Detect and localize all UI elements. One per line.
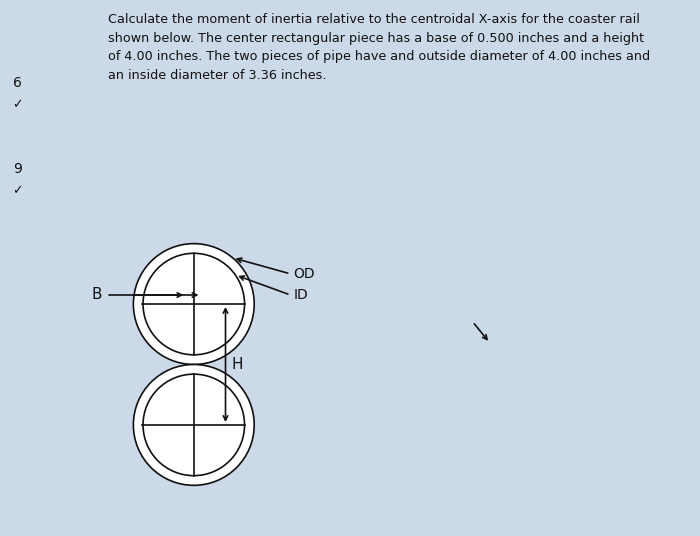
Text: 6: 6 xyxy=(13,76,22,90)
Text: OD: OD xyxy=(293,267,315,281)
Text: ✓: ✓ xyxy=(13,184,22,197)
Text: 9: 9 xyxy=(13,162,22,176)
Text: H: H xyxy=(232,357,243,372)
Bar xyxy=(186,304,202,425)
Text: Calculate the moment of inertia relative to the centroidal X-axis for the coaste: Calculate the moment of inertia relative… xyxy=(108,13,650,82)
Circle shape xyxy=(134,364,254,485)
Text: ✓: ✓ xyxy=(13,98,22,111)
Text: B: B xyxy=(91,287,101,302)
Text: ID: ID xyxy=(293,288,308,302)
Circle shape xyxy=(134,244,254,364)
